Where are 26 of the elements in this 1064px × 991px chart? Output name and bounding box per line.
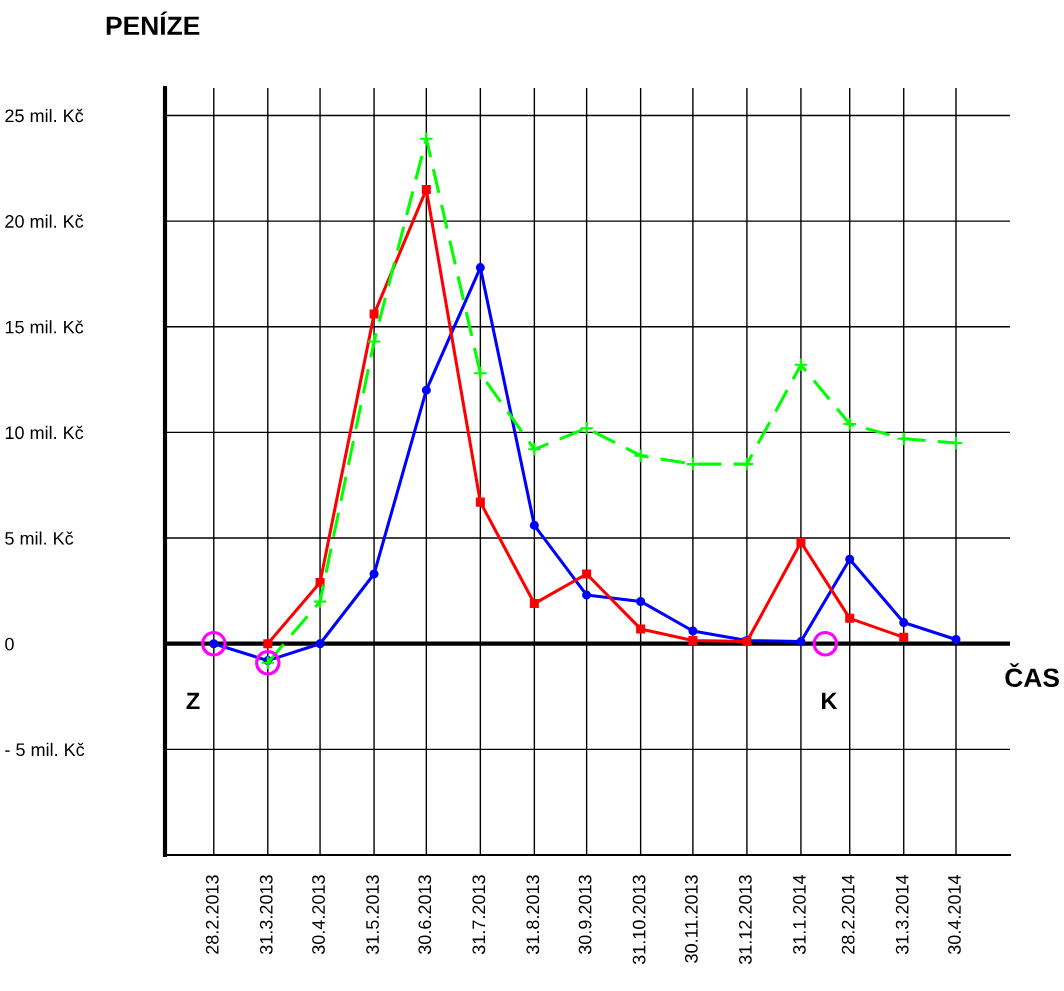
- x-tick-label: 31.3.2013: [259, 875, 273, 955]
- x-tick-label: 31.8.2013: [526, 875, 540, 955]
- x-tick-label: 31.3.2014: [895, 874, 909, 955]
- y-tick-label: 15 mil. Kč: [5, 320, 84, 334]
- x-tick-label: 30.6.2013: [418, 875, 432, 955]
- x-tick-label: 31.12.2013: [738, 875, 752, 965]
- y-tick-label: - 5 mil. Kč: [5, 742, 85, 757]
- y-tick-label: 20 mil. Kč: [5, 214, 84, 228]
- x-tick-label: 30.9.2013: [578, 875, 592, 955]
- annotation: K: [822, 692, 838, 710]
- y-tick-label: 0: [5, 637, 14, 651]
- y-tick-label: 25 mil. Kč: [5, 108, 84, 123]
- x-tick-label: 31.1.2014: [792, 874, 806, 955]
- x-tick-label: 28.2.2013: [205, 875, 219, 954]
- x-tick-label: 30.4.2013: [312, 875, 325, 955]
- x-tick-label: 30.11.2013: [684, 875, 698, 963]
- x-tick-label: 31.7.2013: [472, 875, 486, 955]
- annotation: Z: [186, 692, 200, 710]
- x-axis-title: ČAS: [1005, 663, 1059, 688]
- x-tick-label: 31.10.2013: [632, 875, 646, 965]
- x-tick-label: 30.4.2014: [948, 874, 961, 955]
- y-tick-label: 5 mil. Kč: [5, 531, 74, 545]
- y-axis-title: PENÍZE: [106, 11, 200, 35]
- x-tick-label: 28.2.2014: [841, 874, 855, 954]
- y-tick-label: 10 mil. Kč: [5, 425, 84, 440]
- x-tick-label: 31.5.2013: [366, 875, 379, 955]
